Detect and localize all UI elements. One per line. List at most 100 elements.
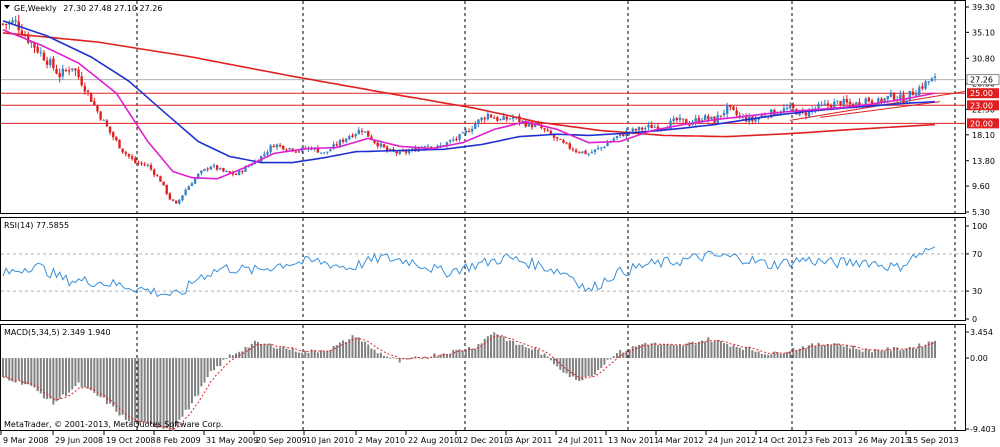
macd-bar [496, 334, 499, 359]
candle-body [209, 166, 213, 170]
candle-body [234, 173, 238, 175]
candle-body [807, 110, 811, 117]
candle-body [555, 137, 559, 139]
macd-bar [682, 346, 685, 359]
macd-bar [619, 349, 622, 359]
candle-body [499, 119, 502, 121]
macd-bar [190, 358, 193, 404]
candle-body [552, 134, 556, 138]
macd-signal-line [2, 335, 936, 430]
macd-bar [757, 351, 760, 359]
macd-bar [729, 346, 732, 359]
macd-bar [710, 341, 713, 359]
macd-bar [666, 344, 669, 359]
macd-bar [461, 350, 464, 359]
macd-bar [58, 358, 61, 399]
macd-bar [644, 342, 647, 359]
candle-body [524, 120, 527, 127]
candle-body [518, 116, 521, 122]
macd-bar [760, 353, 763, 359]
macd-bar [842, 346, 845, 359]
macd-bar [515, 344, 518, 359]
candle-body [118, 139, 121, 149]
candle-body [436, 145, 439, 148]
macd-bar [373, 349, 376, 359]
candle-body [187, 186, 190, 191]
symbol-label: GE,Weekly [14, 4, 57, 13]
candle-body [508, 118, 512, 120]
candle-body [193, 178, 197, 184]
macd-bar [773, 351, 776, 359]
macd-bar [543, 353, 546, 359]
candle-body [924, 81, 927, 89]
macd-bar [719, 341, 722, 359]
candle-body [666, 128, 669, 130]
candle-body [285, 149, 288, 151]
candle-body [672, 118, 675, 121]
time-tick-label: 13 Nov 2011 [608, 436, 659, 445]
collapse-arrow-icon[interactable] [4, 5, 10, 9]
macd-bar [584, 358, 587, 378]
candle-body [382, 144, 386, 148]
candle-body [278, 144, 282, 146]
macd-bar [250, 344, 253, 359]
candle-body [760, 115, 764, 118]
candle-body [653, 126, 656, 128]
candle-body [20, 30, 24, 36]
candle-body [675, 117, 679, 121]
macd-bar [335, 345, 338, 359]
candle-body [112, 132, 115, 138]
macd-bar [612, 356, 615, 359]
candle-body [452, 139, 455, 141]
candle-body [725, 104, 729, 114]
macd-bar [219, 358, 222, 367]
macd-bar [553, 358, 556, 365]
candle-body [603, 146, 606, 148]
candle-body [184, 189, 187, 196]
candle-body [322, 152, 326, 154]
chart-title: GE,Weekly 27.30 27.48 27.10 27.26 [14, 4, 162, 13]
candle-body [171, 199, 175, 201]
macd-bar [329, 349, 332, 359]
macd-bar [732, 345, 735, 359]
macd-bar [656, 344, 659, 359]
price-tick-label: 9.60 [972, 182, 990, 191]
macd-bar [206, 358, 209, 378]
current-price-badge [966, 74, 1000, 86]
macd-bar [159, 358, 162, 428]
macd-bar [483, 338, 486, 359]
candle-body [77, 69, 80, 78]
candle-body [820, 104, 823, 106]
macd-bar [455, 349, 458, 359]
candle-body [886, 95, 889, 100]
candle-body [373, 140, 376, 143]
macd-bar [688, 342, 691, 359]
candle-body [486, 113, 490, 120]
macd-bar [641, 344, 644, 359]
macd-bar [921, 346, 924, 359]
macd-bar [804, 348, 807, 359]
rsi-tick-label: 30 [972, 287, 982, 296]
macd-bar [845, 344, 848, 359]
candle-body [700, 119, 704, 122]
candle-body [326, 151, 329, 153]
macd-bar [225, 358, 228, 360]
macd-bar [575, 358, 578, 380]
candle-body [754, 118, 757, 122]
current-price-label: 27.26 [970, 76, 993, 85]
time-tick-label: 12 Dec 2010 [458, 436, 509, 445]
macd-bar [222, 358, 225, 360]
macd-bar [899, 350, 902, 359]
macd-bar [253, 340, 256, 359]
candle-body [817, 103, 820, 109]
candle-body [105, 120, 109, 127]
macd-bar [653, 342, 656, 359]
macd-bar [64, 358, 67, 397]
macd-bar [716, 340, 719, 359]
macd-bar [874, 349, 877, 359]
level-label: 25.00 [970, 89, 993, 98]
macd-bar [615, 353, 618, 359]
macd-bar [83, 358, 86, 388]
candle-body [729, 104, 732, 107]
